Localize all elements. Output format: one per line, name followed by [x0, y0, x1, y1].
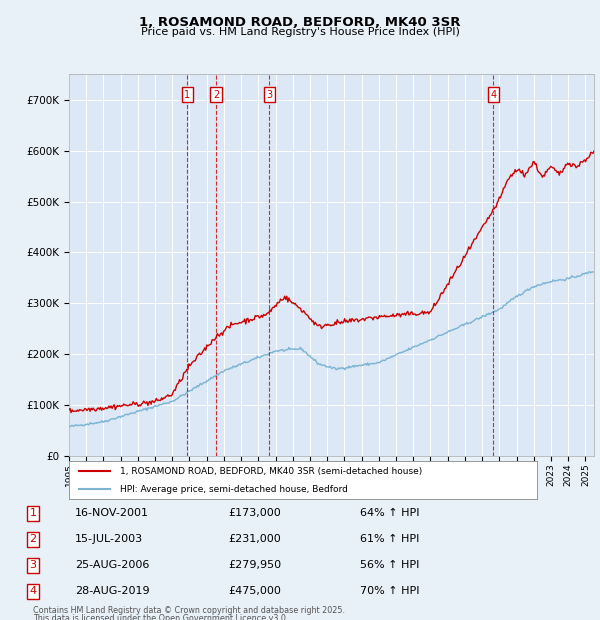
Text: 3: 3: [266, 90, 272, 100]
Text: 70% ↑ HPI: 70% ↑ HPI: [360, 587, 419, 596]
Text: 25-AUG-2006: 25-AUG-2006: [75, 560, 149, 570]
Text: 28-AUG-2019: 28-AUG-2019: [75, 587, 149, 596]
Text: HPI: Average price, semi-detached house, Bedford: HPI: Average price, semi-detached house,…: [121, 485, 349, 494]
Text: 4: 4: [29, 587, 37, 596]
Text: 1, ROSAMOND ROAD, BEDFORD, MK40 3SR (semi-detached house): 1, ROSAMOND ROAD, BEDFORD, MK40 3SR (sem…: [121, 467, 423, 476]
Text: 61% ↑ HPI: 61% ↑ HPI: [360, 534, 419, 544]
Text: 15-JUL-2003: 15-JUL-2003: [75, 534, 143, 544]
Text: £173,000: £173,000: [228, 508, 281, 518]
Text: 64% ↑ HPI: 64% ↑ HPI: [360, 508, 419, 518]
Text: 2: 2: [213, 90, 219, 100]
Text: Contains HM Land Registry data © Crown copyright and database right 2025.: Contains HM Land Registry data © Crown c…: [33, 606, 345, 616]
Text: £475,000: £475,000: [228, 587, 281, 596]
Text: 56% ↑ HPI: 56% ↑ HPI: [360, 560, 419, 570]
Text: 1, ROSAMOND ROAD, BEDFORD, MK40 3SR: 1, ROSAMOND ROAD, BEDFORD, MK40 3SR: [139, 16, 461, 29]
Text: 3: 3: [29, 560, 37, 570]
Text: 1: 1: [29, 508, 37, 518]
Text: £279,950: £279,950: [228, 560, 281, 570]
Text: 16-NOV-2001: 16-NOV-2001: [75, 508, 149, 518]
Text: 4: 4: [490, 90, 497, 100]
Text: Price paid vs. HM Land Registry's House Price Index (HPI): Price paid vs. HM Land Registry's House …: [140, 27, 460, 37]
Text: 2: 2: [29, 534, 37, 544]
Text: £231,000: £231,000: [228, 534, 281, 544]
Text: 1: 1: [184, 90, 190, 100]
Text: This data is licensed under the Open Government Licence v3.0.: This data is licensed under the Open Gov…: [33, 614, 289, 620]
